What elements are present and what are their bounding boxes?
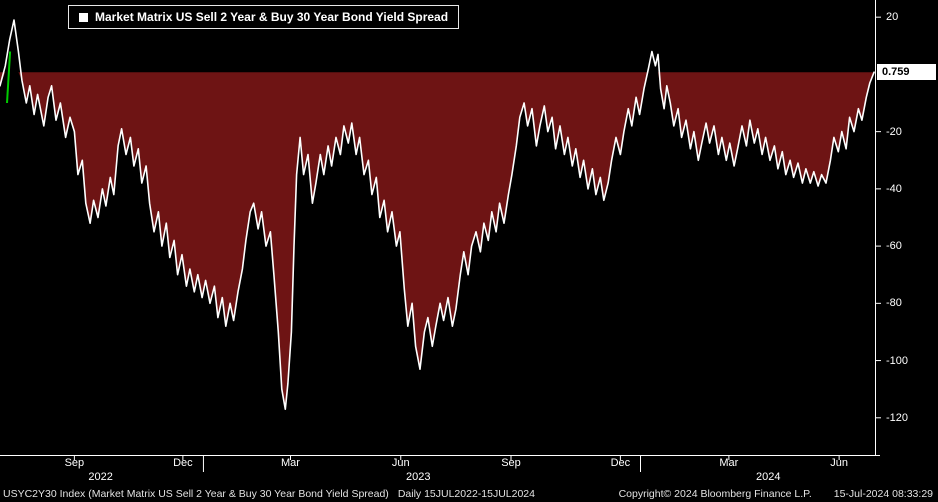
x-axis-label: Mar [281,457,300,469]
y-axis-label: 20 [886,11,899,24]
current-value-label: 0.759 [877,64,936,81]
x-axis-label: Dec [610,457,631,469]
y-axis-label: -80 [886,297,902,310]
legend[interactable]: Market Matrix US Sell 2 Year & Buy 30 Ye… [68,5,460,29]
y-axis-label: -40 [886,182,902,195]
chart-canvas[interactable] [0,0,938,476]
spread-line [0,19,875,410]
y-axis-label: -60 [886,240,902,253]
spread-area-fill [0,72,875,410]
year-label: 2023 [406,471,431,483]
y-axis-label: -20 [886,125,902,138]
x-axis-label: Jun [391,457,410,469]
date-range: Daily 15JUL2022-15JUL2024 [397,487,535,500]
y-axis-label: -100 [886,354,909,367]
green-accent-segment [6,51,12,104]
status-bar: USYC2Y30 Index (Market Matrix US Sell 2 … [0,486,938,501]
x-axis-label: Jun [830,457,848,469]
y-axis-labels: 20 -20 -40 -60 -80 -100 -120 [883,0,938,455]
legend-label: Market Matrix US Sell 2 Year & Buy 30 Ye… [95,10,449,24]
x-axis-label: Dec [173,457,193,469]
legend-swatch-icon [79,12,88,22]
x-axis-label: Mar [719,457,739,469]
year-label: 2022 [88,471,113,483]
x-axis-labels: Sep Dec Mar Jun Sep Dec Mar Jun 2022 2023 2024 [0,456,880,490]
timestamp: 15-Jul-2024 08:33:29 [833,487,933,500]
y-axis-label: -120 [886,411,909,424]
x-axis-label: Sep [501,457,521,469]
x-axis-label: Sep [64,457,85,469]
year-label: 2024 [756,471,781,483]
instrument-description: USYC2Y30 Index (Market Matrix US Sell 2 … [3,487,389,500]
copyright-notice: Copyright© 2024 Bloomberg Finance L.P. [618,487,812,500]
